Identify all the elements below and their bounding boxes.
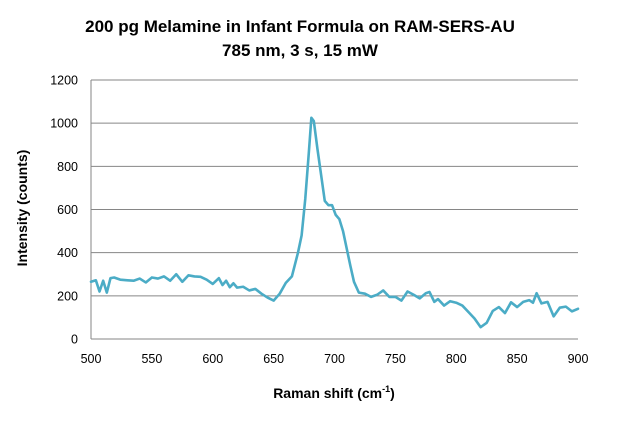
y-axis-label: Intensity (counts): [14, 150, 30, 267]
y-tick-label: 1200: [50, 74, 78, 88]
y-tick-label: 400: [57, 246, 78, 260]
axes: [90, 80, 578, 340]
chart-title: 200 pg Melamine in Infant Formula on RAM…: [85, 17, 515, 36]
y-tick-label: 200: [57, 289, 78, 303]
x-tick-label: 550: [141, 352, 162, 366]
chart-subtitle: 785 nm, 3 s, 15 mW: [222, 41, 379, 60]
y-tick-label: 600: [57, 203, 78, 217]
x-tick-label: 650: [263, 352, 284, 366]
x-axis-label-main: Raman shift (cm: [273, 385, 382, 401]
x-tick-labels: 500 550 600 650 700 750 800 850 900: [81, 352, 589, 366]
y-tick-label: 1000: [50, 117, 78, 131]
y-tick-labels: 0 200 400 600 800 1000 1200: [50, 74, 78, 347]
x-tick-label: 600: [202, 352, 223, 366]
x-tick-label: 900: [568, 352, 589, 366]
y-tick-label: 0: [71, 333, 78, 347]
x-tick-label: 700: [324, 352, 345, 366]
x-tick-label: 500: [81, 352, 102, 366]
x-tick-label: 800: [446, 352, 467, 366]
gridlines: [91, 79, 578, 297]
x-tick-label: 750: [385, 352, 406, 366]
series-line: [89, 116, 580, 329]
x-axis-label-superscript: -1: [382, 384, 390, 394]
series-group: [89, 116, 580, 329]
x-axis-label-close: ): [390, 385, 395, 401]
y-tick-label: 800: [57, 160, 78, 174]
x-tick-label: 850: [507, 352, 528, 366]
x-axis-label: Raman shift (cm-1): [273, 384, 395, 401]
